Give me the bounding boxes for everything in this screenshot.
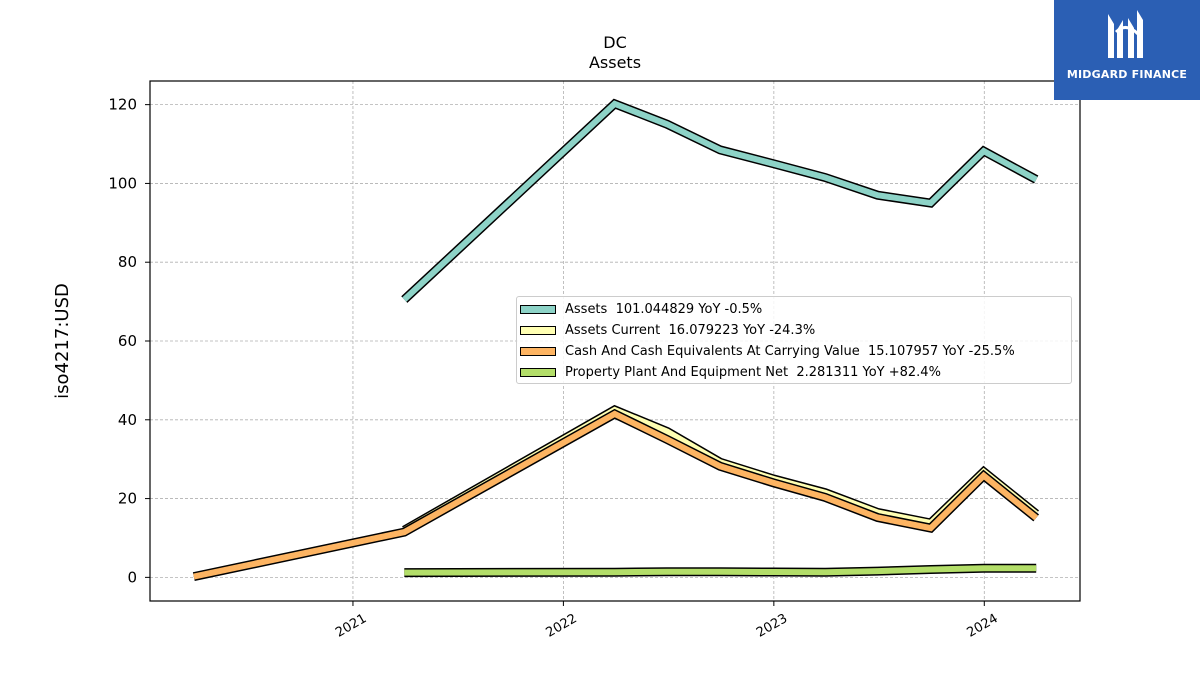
y-tick-label: 120 xyxy=(108,96,137,114)
chart-subtitle: Assets xyxy=(589,53,641,72)
legend: Assets 101.044829 YoY -0.5% Assets Curren… xyxy=(516,296,1072,384)
series-2 xyxy=(192,408,1040,582)
chart-title: DC xyxy=(603,33,627,52)
legend-item: Assets Current 16.079223 YoY -24.3% xyxy=(517,321,815,339)
x-tick-label: 2024 xyxy=(964,611,1000,641)
series-0 xyxy=(401,98,1039,303)
y-tick-label: 100 xyxy=(108,174,137,192)
y-axis-label: iso4217:USD xyxy=(52,283,73,399)
legend-swatch xyxy=(520,346,556,356)
legend-swatch xyxy=(520,304,556,314)
series-line xyxy=(404,565,1037,576)
legend-item: Assets 101.044829 YoY -0.5% xyxy=(517,300,762,318)
series-lines xyxy=(192,98,1040,582)
series-3 xyxy=(404,563,1037,578)
logo-mark-icon xyxy=(1108,10,1143,58)
y-tick-label: 0 xyxy=(127,568,137,586)
legend-label: Assets Current 16.079223 YoY -24.3% xyxy=(565,322,816,338)
plot-frame xyxy=(149,80,1081,602)
legend-swatch xyxy=(520,367,556,377)
legend-label: Property Plant And Equipment Net 2.28131… xyxy=(565,364,941,380)
x-tick-label: 2023 xyxy=(754,611,790,641)
legend-item: Property Plant And Equipment Net 2.28131… xyxy=(517,363,941,381)
midgard-finance-logo: MIDGARD FINANCE xyxy=(1054,0,1200,100)
series-line-outline xyxy=(401,98,1039,303)
logo-text: MIDGARD FINANCE xyxy=(1066,68,1188,81)
y-tick-label: 80 xyxy=(118,253,137,271)
series-line xyxy=(402,100,1038,302)
legend-item: Cash And Cash Equivalents At Carrying Va… xyxy=(517,342,1015,360)
legend-label: Cash And Cash Equivalents At Carrying Va… xyxy=(565,343,1015,359)
series-line xyxy=(193,410,1039,580)
y-tick-label: 40 xyxy=(118,411,137,429)
legend-label: Assets 101.044829 YoY -0.5% xyxy=(565,301,763,317)
legend-swatch xyxy=(520,325,556,335)
y-tick-label: 20 xyxy=(118,490,137,508)
x-tick-label: 2022 xyxy=(544,611,580,641)
x-tick-label: 2021 xyxy=(333,611,369,641)
y-tick-label: 60 xyxy=(118,332,137,350)
